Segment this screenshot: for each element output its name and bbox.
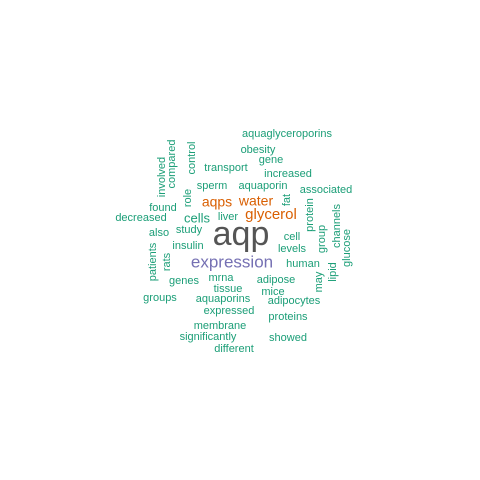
cloud-word-sperm: sperm [197, 180, 228, 192]
cloud-word-genes: genes [169, 275, 199, 287]
cloud-word-expressed: expressed [204, 305, 255, 317]
cloud-word-cell: cell [284, 231, 301, 243]
cloud-word-channels: channels [331, 203, 343, 248]
cloud-word-mrna: mrna [208, 272, 234, 284]
cloud-word-mice: mice [261, 286, 284, 298]
cloud-word-lipid: lipid [327, 262, 339, 282]
cloud-word-expression: expression [191, 252, 273, 271]
cloud-word-aqp: aqp [213, 215, 270, 253]
cloud-word-aquaporins: aquaporins [196, 293, 251, 305]
cloud-word-proteins: proteins [268, 311, 308, 323]
cloud-word-obesity: obesity [241, 144, 276, 156]
cloud-word-group: group [316, 225, 328, 253]
cloud-word-compared: compared [166, 140, 178, 189]
cloud-word-protein: protein [304, 198, 316, 232]
cloud-word-rats: rats [161, 252, 173, 271]
cloud-word-groups: groups [143, 292, 177, 304]
cloud-word-patients: patients [147, 242, 159, 281]
cloud-word-role: role [182, 189, 194, 207]
cloud-word-showed: showed [269, 332, 307, 344]
cloud-word-aquaglyceroporins: aquaglyceroporins [242, 128, 332, 140]
cloud-word-gene: gene [259, 154, 283, 166]
cloud-word-significantly: significantly [180, 331, 237, 343]
cloud-word-glycerol: glycerol [245, 206, 297, 223]
cloud-word-transport: transport [204, 162, 247, 174]
cloud-word-aqps: aqps [202, 194, 232, 210]
cloud-word-also: also [149, 227, 169, 239]
cloud-word-levels: levels [278, 243, 307, 255]
cloud-word-decreased: decreased [115, 212, 166, 224]
cloud-word-glucose: glucose [341, 229, 353, 267]
cloud-word-may: may [313, 271, 325, 292]
cloud-word-involved: involved [156, 157, 168, 197]
cloud-word-water: water [238, 193, 274, 209]
cloud-word-membrane: membrane [194, 320, 247, 332]
cloud-word-tissue: tissue [214, 283, 243, 295]
cloud-word-human: human [286, 258, 320, 270]
cloud-word-increased: increased [264, 168, 312, 180]
cloud-word-insulin: insulin [172, 240, 203, 252]
cloud-word-cells: cells [184, 210, 211, 225]
cloud-word-adipocytes: adipocytes [268, 295, 321, 307]
cloud-word-found: found [149, 202, 177, 214]
cloud-word-fat: fat [281, 194, 293, 206]
cloud-word-adipose: adipose [257, 274, 296, 286]
cloud-word-study: study [176, 224, 203, 236]
cloud-word-aquaporin: aquaporin [239, 180, 288, 192]
cloud-word-associated: associated [300, 184, 353, 196]
cloud-word-different: different [214, 343, 254, 355]
cloud-word-liver: liver [218, 211, 239, 223]
cloud-word-control: control [186, 141, 198, 174]
